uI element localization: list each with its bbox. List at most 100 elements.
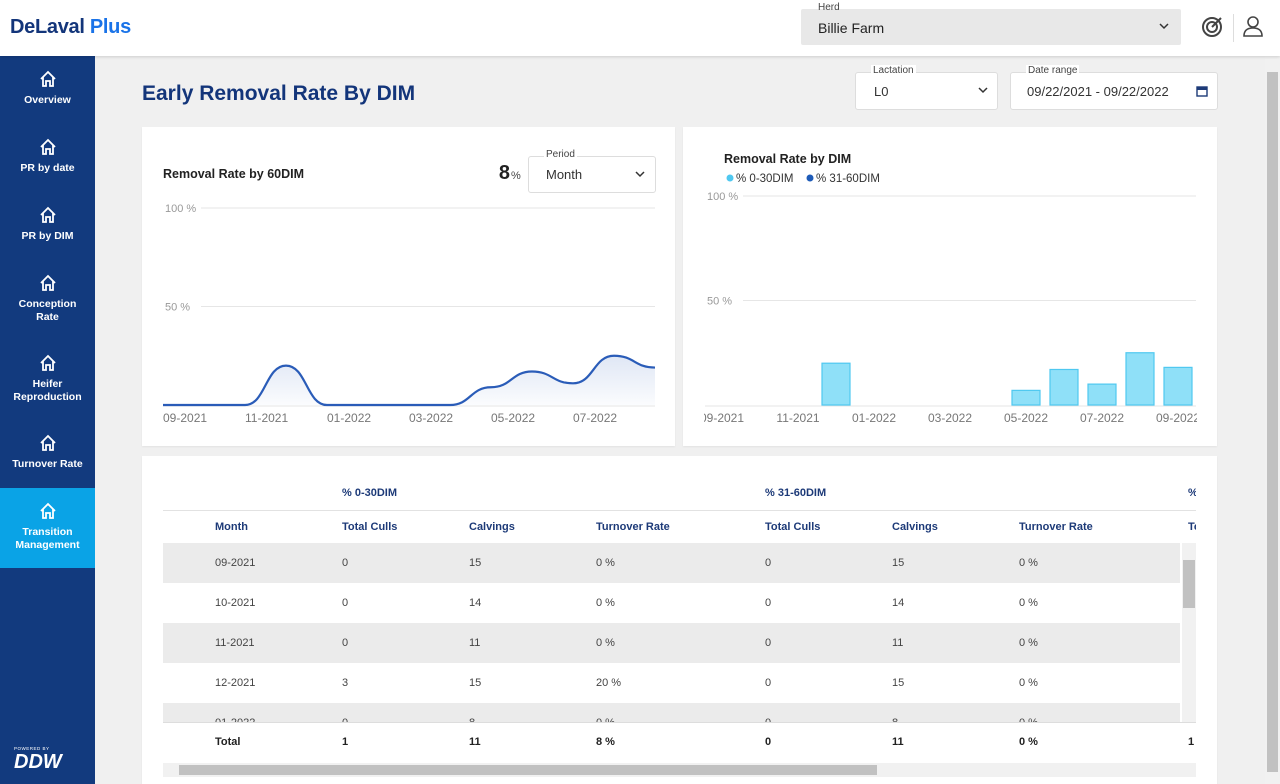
table-cell: 15 xyxy=(469,557,482,569)
table-cell: 0 % xyxy=(1019,677,1038,689)
column-header: Total Culls xyxy=(765,521,821,533)
table-cell: 11 xyxy=(469,637,481,649)
home-icon xyxy=(39,434,56,451)
column-header: To xyxy=(1188,521,1196,533)
table-cell: 3 xyxy=(342,677,349,689)
nav-label: Turnover Rate xyxy=(12,458,83,470)
nav-item[interactable]: Transition Management xyxy=(0,488,95,568)
table-cell: 0 % xyxy=(596,717,615,722)
powered-logo: POWERED BY DDW xyxy=(14,746,62,774)
column-header: Total Culls xyxy=(342,521,398,533)
column-header: Turnover Rate xyxy=(1019,521,1093,533)
bar-card xyxy=(683,127,1217,446)
lactation-select[interactable]: Lactation L0 xyxy=(855,65,998,110)
table-row: 10-2021 0 14 0 % 0 14 0 % xyxy=(163,583,1180,623)
table-cell: 0 xyxy=(765,597,772,609)
nav-item[interactable]: Overview xyxy=(0,56,95,124)
period-value: Month xyxy=(546,167,583,182)
total-cell: 0 xyxy=(765,736,772,748)
v-scrollbar[interactable] xyxy=(1182,543,1196,722)
table-cell: 0 xyxy=(765,717,771,722)
group-header: % xyxy=(1188,487,1196,499)
table-cell: 0 xyxy=(342,637,349,649)
nav-item[interactable]: Conception Rate xyxy=(0,260,95,340)
brand[interactable]: DeLaval Plus xyxy=(10,16,131,39)
table-cell: 11-2021 xyxy=(215,637,255,649)
home-icon xyxy=(39,354,56,371)
period-select[interactable]: Period Month xyxy=(528,149,656,193)
table-cell: 0 % xyxy=(596,637,615,649)
nav-label: Heifer Reproduction xyxy=(13,378,82,403)
table-row: 12-2021 3 15 20 % 0 15 0 % xyxy=(163,663,1180,703)
home-icon xyxy=(39,502,56,519)
nav-label: PR by DIM xyxy=(21,230,74,242)
lactation-label: Lactation xyxy=(871,65,916,76)
column-header: Month xyxy=(215,521,248,533)
table-cell: 0 % xyxy=(1019,717,1038,722)
date-range[interactable]: Date range 09/22/2021 - 09/22/2022 xyxy=(1010,65,1218,110)
table-cell: 11 xyxy=(892,637,904,649)
sidebar: POWERED BY DDW Overview PR by date PR by D… xyxy=(0,56,95,784)
table-cell: 20 % xyxy=(596,677,622,689)
table-cell: 09-2021 xyxy=(215,557,256,569)
table-cell: 0 % xyxy=(1019,557,1038,569)
table-card: % 0-30DIM % 31-60DIM% Month Total Culls Calv… xyxy=(142,456,1217,784)
goals-icon[interactable] xyxy=(1200,15,1224,39)
table-cell: 14 xyxy=(469,597,482,609)
table-cell: 10-2021 xyxy=(215,597,256,609)
table-row: 11-2021 0 11 0 % 0 11 0 % xyxy=(163,623,1180,663)
chevron xyxy=(978,87,988,94)
period-label: Period xyxy=(544,149,577,160)
calendar-icon xyxy=(1196,86,1208,97)
brand-name: DeLaval xyxy=(10,16,85,38)
table-cell: 0 xyxy=(342,597,349,609)
table-cell: 0 xyxy=(342,557,349,569)
total-cell: 11 xyxy=(892,736,904,748)
total-cell: 1 xyxy=(342,736,349,748)
table-cell: 0 xyxy=(765,557,772,569)
column-header: Calvings xyxy=(469,521,515,533)
nav-label: Overview xyxy=(24,94,71,106)
user-icon[interactable] xyxy=(1242,15,1264,39)
powered-by: POWERED BY xyxy=(14,746,50,751)
table-cell: 0 % xyxy=(596,557,615,569)
table-cell: 0 % xyxy=(1019,637,1038,649)
h-scrollbar[interactable] xyxy=(163,763,1196,777)
divider xyxy=(163,510,1196,511)
page-scrollbar[interactable] xyxy=(1265,56,1280,784)
table-body: 09-2021 0 15 0 % 0 15 0 % 10-2021 0 14 0 % 0 14 0 % 11… xyxy=(163,543,1180,722)
column-header: Turnover Rate xyxy=(596,521,670,533)
chevron xyxy=(1159,23,1169,30)
table-cell: 8 xyxy=(892,717,898,722)
herd-select[interactable]: Herd Billie Farm xyxy=(801,2,1181,45)
nav-item[interactable]: PR by date xyxy=(0,124,95,192)
table-cell: 0 xyxy=(342,717,348,722)
nav-item[interactable]: PR by DIM xyxy=(0,192,95,260)
nav-item[interactable]: Turnover Rate xyxy=(0,420,95,488)
table-cell: 15 xyxy=(892,677,905,689)
nav-item[interactable]: Heifer Reproduction xyxy=(0,340,95,420)
nav-label: Conception Rate xyxy=(18,298,77,323)
total-cell: 11 xyxy=(469,736,481,748)
date-value: 09/22/2021 - 09/22/2022 xyxy=(1027,84,1169,99)
herd-value: Billie Farm xyxy=(818,20,885,36)
divider xyxy=(1233,14,1234,42)
nav-label: PR by date xyxy=(20,162,75,174)
table-cell: 8 xyxy=(469,717,475,722)
total-cell: 0 % xyxy=(1019,736,1038,748)
group-header: % 0-30DIM xyxy=(342,487,398,499)
logo: DDW xyxy=(14,751,62,773)
column-header: Calvings xyxy=(892,521,938,533)
table-header: % 0-30DIM % 31-60DIM% Month Total Culls Calv… xyxy=(163,456,1196,544)
table-cell: 15 xyxy=(469,677,482,689)
table-total: Total 1 11 8 % 0 11 0 % 1 xyxy=(163,722,1196,764)
table-cell: 12-2021 xyxy=(215,677,256,689)
home-icon xyxy=(39,70,56,87)
total-cell: 8 % xyxy=(596,736,615,748)
header: DeLaval Plus Herd Billie Farm xyxy=(0,0,1280,56)
lactation-value: L0 xyxy=(874,84,889,99)
group-header: % 31-60DIM xyxy=(765,487,827,499)
total-cell: 1 xyxy=(1188,736,1195,748)
herd-label: Herd xyxy=(818,2,840,13)
